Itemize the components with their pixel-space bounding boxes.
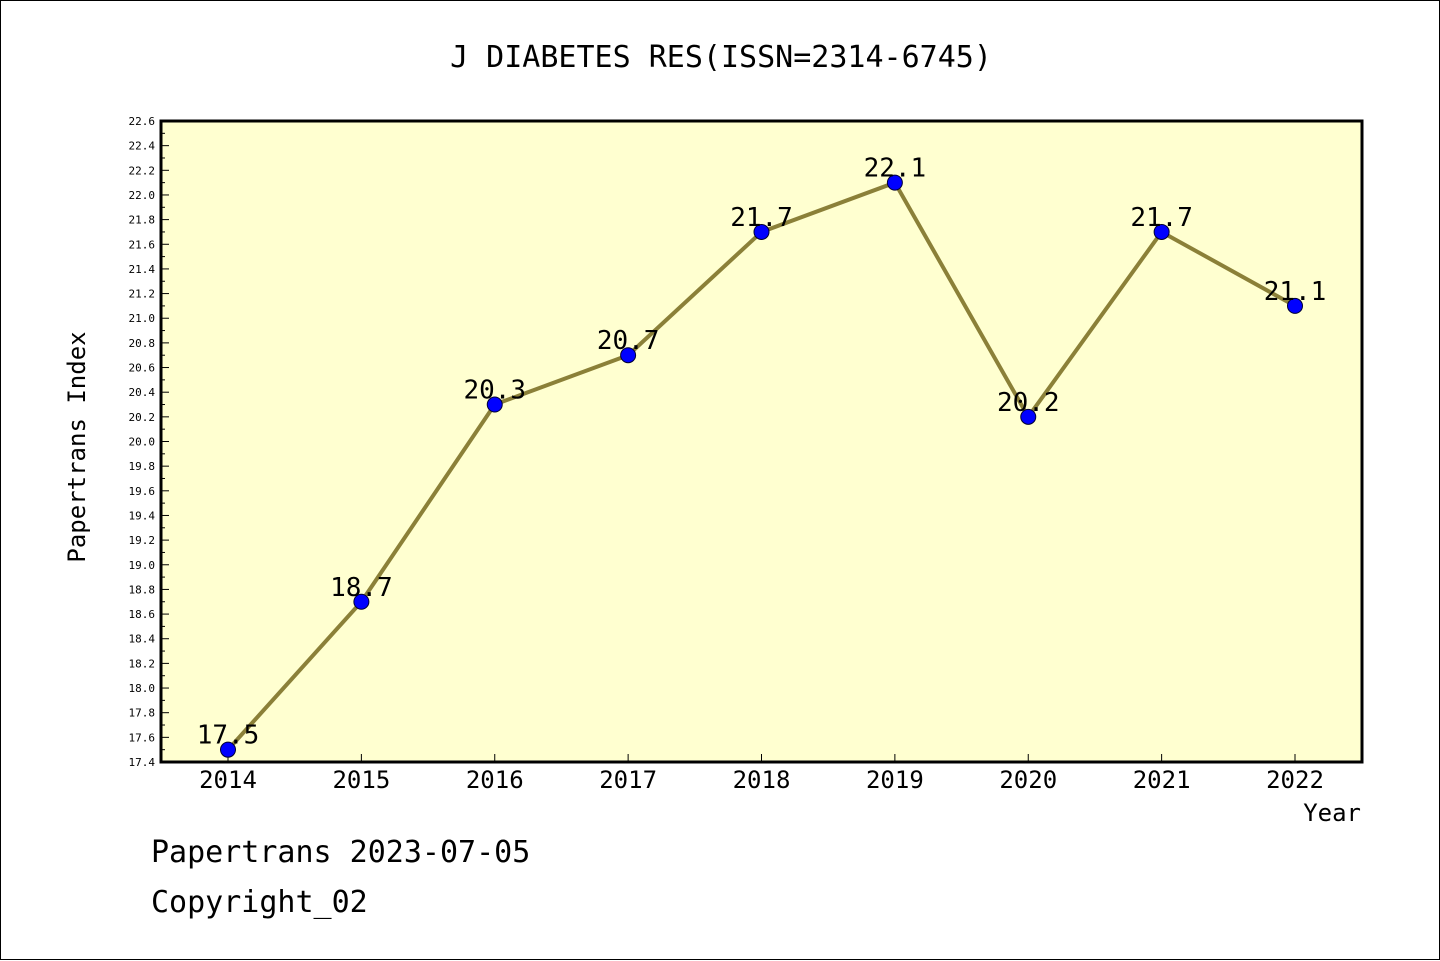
data-label: 20.2 <box>997 388 1060 418</box>
data-label: 22.1 <box>864 154 927 184</box>
y-tick-label: 17.8 <box>129 707 156 720</box>
data-point <box>1020 408 1037 425</box>
y-tick-label: 18.2 <box>129 657 156 670</box>
y-tick-label: 21.2 <box>129 288 156 301</box>
x-tick-label: 2016 <box>466 766 524 794</box>
y-tick-label: 20.2 <box>129 411 156 424</box>
y-tick-label: 18.6 <box>129 608 156 621</box>
data-label: 21.7 <box>1130 203 1193 233</box>
y-tick-label: 22.2 <box>129 164 156 177</box>
data-label: 21.1 <box>1264 277 1327 307</box>
x-tick-label: 2020 <box>999 766 1057 794</box>
x-tick-label: 2019 <box>866 766 924 794</box>
x-axis: 2014 2015 2016 2017 2018 2019 2020 2021 2022 <box>199 754 1324 794</box>
y-tick-label: 22.6 <box>129 115 156 128</box>
x-tick-label: 2018 <box>733 766 791 794</box>
data-point <box>620 347 637 364</box>
y-tick-label: 17.6 <box>129 731 156 744</box>
y-tick-label: 21.4 <box>129 263 156 276</box>
y-tick-label: 20.8 <box>129 337 156 350</box>
y-tick-label: 21.0 <box>129 312 156 325</box>
y-tick-label: 19.8 <box>129 460 156 473</box>
y-tick-label: 22.0 <box>129 189 156 202</box>
data-point <box>353 593 370 610</box>
y-tick-label: 20.6 <box>129 362 156 375</box>
series: 17.5 18.7 20.3 20.7 21.7 22.1 20.2 21.7 21.1 <box>197 154 1327 758</box>
y-tick-label: 18.8 <box>129 583 156 596</box>
y-tick-label: 19.0 <box>129 559 156 572</box>
y-axis: 17.4 17.6 17.8 18.0 18.2 18.4 18.6 18.8 19.0 19.2… <box>129 115 169 769</box>
data-point <box>753 223 770 240</box>
x-tick-label: 2017 <box>599 766 657 794</box>
data-point <box>220 741 236 758</box>
x-tick-label: 2015 <box>332 766 390 794</box>
data-point <box>886 174 903 191</box>
data-label: 21.7 <box>730 203 793 233</box>
y-tick-label: 19.2 <box>129 534 156 547</box>
data-label: 18.7 <box>330 573 393 603</box>
data-point <box>486 396 503 413</box>
x-axis-label: Year <box>1303 799 1361 827</box>
x-tick-label: 2014 <box>199 766 257 794</box>
y-axis-label: Papertrans Index <box>63 331 91 562</box>
data-label: 20.7 <box>597 326 660 356</box>
y-tick-label: 21.8 <box>129 214 156 227</box>
x-tick-label: 2021 <box>1133 766 1191 794</box>
x-tick-label: 2022 <box>1266 766 1324 794</box>
y-tick-label: 20.4 <box>129 386 156 399</box>
data-label: 17.5 <box>197 721 260 751</box>
data-point <box>1153 223 1170 240</box>
y-tick-label: 17.4 <box>129 756 156 769</box>
y-tick-label: 20.0 <box>129 436 156 449</box>
chart-title: J DIABETES RES(ISSN=2314-6745) <box>450 40 992 75</box>
y-tick-label: 19.6 <box>129 485 156 498</box>
footer-date: Papertrans 2023-07-05 <box>151 835 531 870</box>
data-label: 20.3 <box>463 376 526 406</box>
y-tick-label: 22.4 <box>129 140 156 153</box>
y-tick-label: 21.6 <box>129 238 156 251</box>
footer-copyright: Copyright_02 <box>151 885 368 920</box>
data-point <box>1287 297 1303 314</box>
y-tick-label: 18.4 <box>129 633 156 646</box>
y-tick-label: 19.4 <box>129 509 156 522</box>
y-tick-label: 18.0 <box>129 682 156 695</box>
